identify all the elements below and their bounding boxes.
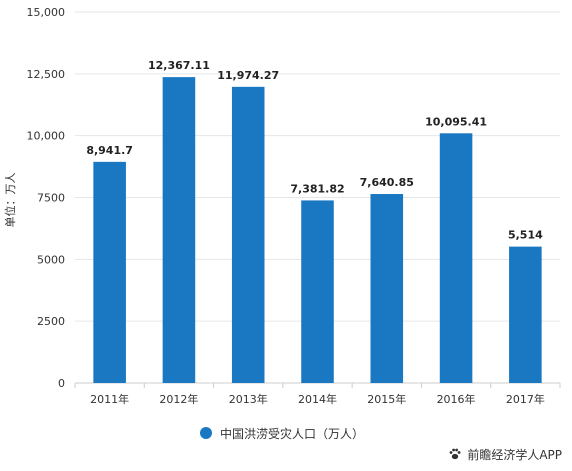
- bar-layer: [93, 77, 542, 383]
- data-label: 5,514: [508, 229, 543, 242]
- bar: [93, 161, 126, 383]
- data-label: 10,095.41: [425, 115, 487, 128]
- data-label: 11,974.27: [217, 69, 279, 82]
- source-footer: 前瞻经济学人APP: [448, 444, 562, 464]
- bar: [231, 86, 265, 383]
- y-tick-label: 12,500: [27, 68, 66, 81]
- bar: [301, 200, 334, 383]
- data-label: 7,640.85: [360, 176, 414, 189]
- data-label-layer: 8,941.7 12,367.11 11,974.27 7,381.82 7,640.8…: [86, 59, 543, 242]
- bar: [439, 133, 473, 383]
- y-tick-label: 0: [58, 377, 65, 390]
- x-tick-layer: 2011年 2012年 2013年 2014年 2015年 2016年 2017年: [90, 392, 545, 406]
- source-text: 前瞻经济学人APP: [467, 447, 562, 462]
- data-label: 12,367.11: [148, 59, 210, 72]
- y-tick-label: 15,000: [27, 6, 66, 19]
- x-tick-label: 2013年: [229, 392, 268, 406]
- y-tick-label: 5000: [37, 253, 65, 266]
- x-tick-label: 2017年: [506, 392, 545, 406]
- x-tick-label: 2016年: [437, 392, 476, 406]
- legend: 中国洪涝受灾人口（万人）: [200, 424, 364, 442]
- y-axis-title: 单位：万人: [3, 173, 17, 228]
- y-tick-label: 2500: [37, 315, 65, 328]
- grid-layer: [74, 11, 561, 388]
- y-tick-layer: 0 2500 5000 7500 10,000 12,500 15,000: [27, 6, 66, 390]
- paw-icon: [449, 448, 461, 460]
- y-tick-label: 10,000: [27, 130, 66, 143]
- y-tick-label: 7500: [37, 192, 65, 205]
- x-tick-label: 2012年: [159, 392, 198, 406]
- x-tick-label: 2014年: [298, 392, 337, 406]
- bar: [162, 77, 196, 383]
- bar: [509, 246, 542, 383]
- bar: [370, 194, 404, 383]
- data-label: 8,941.7: [86, 144, 133, 157]
- x-tick-label: 2011年: [90, 392, 129, 406]
- legend-label: 中国洪涝受灾人口（万人）: [220, 426, 365, 441]
- x-tick-label: 2015年: [367, 392, 406, 406]
- data-label: 7,381.82: [290, 182, 344, 195]
- legend-marker: [200, 427, 212, 439]
